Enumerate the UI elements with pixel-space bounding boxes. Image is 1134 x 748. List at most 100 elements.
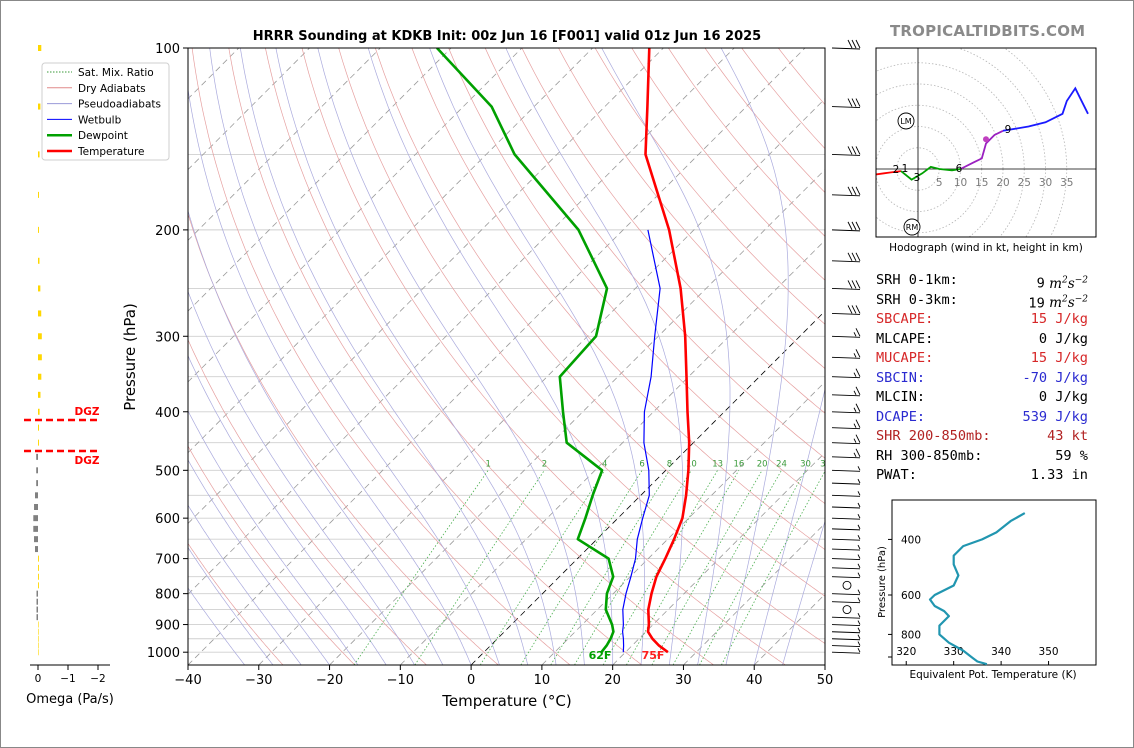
wind-barb	[831, 567, 861, 570]
param-row: RH 300-850mb: 59 %	[876, 447, 1096, 467]
wind-barb	[831, 624, 861, 627]
wind-barb-flag	[853, 372, 857, 377]
wind-barb-flag	[857, 513, 861, 519]
mixing-ratio-label: 13	[712, 459, 723, 469]
hodograph-ring-label: 10	[954, 177, 967, 189]
series-wetbulb	[621, 229, 661, 653]
mixing-ratio-line	[721, 470, 825, 665]
pseudoadiabat	[188, 86, 472, 665]
wind-barb-flag	[857, 641, 861, 646]
wind-barb-flag	[855, 386, 861, 396]
isotherm	[400, 239, 825, 665]
hodograph-trace	[1002, 86, 1089, 132]
pseudoadiabat	[367, 48, 614, 665]
param-row: MLCAPE: 0 J/kg	[876, 330, 1096, 350]
hodograph-height-label: 6	[956, 163, 963, 175]
y-tick-label: 700	[155, 553, 180, 568]
dry-adiabat	[338, 48, 825, 644]
x-tick-label: 40	[746, 673, 763, 688]
param-row: PWAT: 1.33 in	[876, 466, 1096, 486]
param-row: MUCAPE: 15 J/kg	[876, 349, 1096, 369]
hodograph: 5 10 15 20 25 30 35 12 3 6 9 LM RM	[876, 48, 1096, 237]
hodograph-frame	[875, 47, 1097, 238]
wind-barb-flag	[853, 438, 857, 443]
wind-barb-flag	[855, 221, 861, 231]
theta-e-frame	[891, 499, 1097, 666]
mixing-ratio-line	[520, 470, 643, 665]
legend-label: Pseudoadiabats	[78, 99, 161, 111]
hodograph-trace	[876, 170, 902, 176]
hodograph-ring-label: 25	[1018, 177, 1031, 189]
theta-e-y-tick-label: 800	[901, 629, 921, 641]
hodograph-height-label: 1	[902, 163, 909, 175]
theta-e-x-tick-label: 340	[991, 646, 1011, 658]
wind-barb-flag	[857, 634, 861, 639]
hodograph-trace	[900, 165, 961, 181]
mixing-ratio-label: 4	[602, 459, 607, 469]
param-row: SBCAPE: 15 J/kg	[876, 310, 1096, 330]
wind-barb	[831, 576, 861, 579]
skewt-axes: −40 −30 −20 −10 0 10 20 30 40 50 100 200 300 400 500 60…	[147, 42, 833, 688]
wind-barb	[831, 469, 861, 472]
wind-barb-flag	[857, 534, 861, 540]
dgz-label: DGZ	[75, 455, 100, 467]
mixing-ratio-line	[626, 470, 740, 665]
y-tick-label: 600	[155, 512, 180, 527]
wind-barb-flag	[851, 186, 857, 196]
x-tick-label: 50	[817, 673, 834, 688]
x-tick-label: −30	[245, 673, 272, 688]
theta-e-x-tick-label: 330	[944, 646, 964, 658]
y-axis-label: Pressure (hPa)	[121, 303, 139, 411]
series-dewpoint	[436, 48, 615, 654]
hodograph-height-label: 3	[914, 172, 921, 184]
param-row: SBCIN: -70 J/kg	[876, 369, 1096, 389]
wind-barb-flag	[857, 620, 861, 625]
pseudoadiabat	[720, 48, 789, 665]
dry-adiabat	[521, 48, 825, 414]
hodograph-plot: 5 10 15 20 25 30 35 12 3 6 9 LM RM	[876, 48, 1096, 237]
pseudoadiabat	[188, 587, 245, 665]
wind-barb-flag	[851, 146, 857, 155]
pseudoadiabat	[188, 290, 415, 665]
x-tick-label: 0	[467, 673, 475, 688]
param-label: SHR 200-850mb:	[876, 428, 991, 444]
wind-barb-flag	[857, 627, 861, 632]
isotherm	[683, 522, 825, 665]
param-label: MLCIN:	[876, 389, 926, 405]
param-value: 43 kt	[1047, 428, 1088, 444]
wind-barb	[831, 517, 861, 520]
chart-title: HRRR Sounding at KDKB Init: 00z Jun 16 […	[253, 29, 761, 44]
isotherm	[188, 48, 806, 665]
pseudoadiabat	[317, 48, 585, 665]
isotherm	[470, 310, 825, 665]
theta-e-xlabel: Equivalent Pot. Temperature (K)	[909, 669, 1076, 681]
dgz-label: DGZ	[75, 406, 100, 418]
wind-barb	[831, 528, 861, 531]
wind-barb	[831, 376, 861, 379]
dry-adiabat	[558, 48, 825, 370]
wind-barb	[831, 194, 861, 197]
mixing-ratio-line	[414, 470, 545, 665]
hodograph-ring-label: 20	[996, 177, 1009, 189]
legend-label: Dewpoint	[78, 130, 128, 142]
y-tick-label: 300	[155, 330, 180, 345]
wind-barb	[831, 558, 861, 561]
chart-legend: Sat. Mix. Ratio Dry Adiabats Pseudoadiabat…	[41, 62, 170, 161]
hodograph-marker	[983, 136, 989, 143]
wind-barb	[831, 260, 861, 263]
wind-barb	[831, 548, 861, 551]
wind-barb-flag	[847, 280, 853, 289]
hodograph-height-label: 9	[1005, 124, 1012, 136]
param-row: MLCIN: 0 J/kg	[876, 388, 1096, 408]
wind-barb-flag	[857, 524, 861, 530]
wind-barb	[831, 651, 861, 654]
skewt-frame	[187, 47, 826, 666]
wind-barb-flag	[857, 554, 861, 559]
param-label: MLCAPE:	[876, 330, 934, 347]
wind-barb-flag	[851, 98, 857, 107]
wind-barb	[831, 593, 861, 596]
wind-barb	[831, 394, 861, 397]
calm-wind	[842, 580, 852, 590]
wind-barb-flag	[855, 280, 861, 289]
